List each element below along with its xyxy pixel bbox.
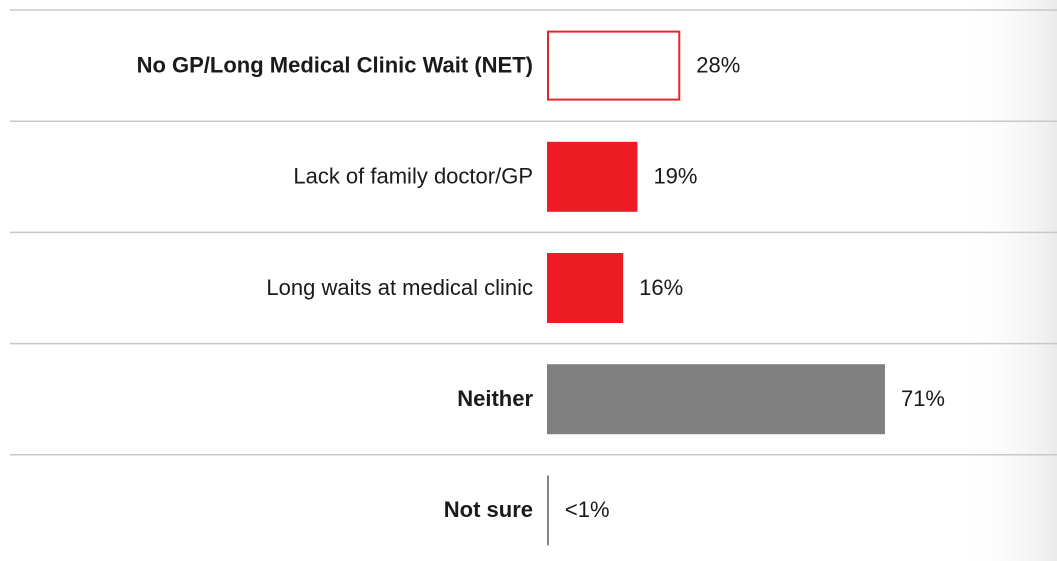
bar	[547, 364, 885, 435]
bar	[547, 141, 638, 212]
category-label: Not sure	[444, 497, 533, 522]
bar	[547, 253, 624, 323]
category-label: Long waits at medical clinic	[266, 275, 533, 300]
value-label: 28%	[696, 52, 740, 77]
bar	[547, 30, 681, 101]
value-label: 71%	[901, 386, 945, 411]
category-label: Neither	[457, 386, 533, 411]
category-label: Lack of family doctor/GP	[293, 164, 533, 189]
bar	[547, 475, 549, 546]
value-label: <1%	[565, 497, 610, 522]
value-label: 16%	[639, 275, 683, 300]
value-label: 19%	[653, 164, 697, 189]
category-label: No GP/Long Medical Clinic Wait (NET)	[137, 52, 533, 77]
background-edge	[960, 0, 1057, 561]
